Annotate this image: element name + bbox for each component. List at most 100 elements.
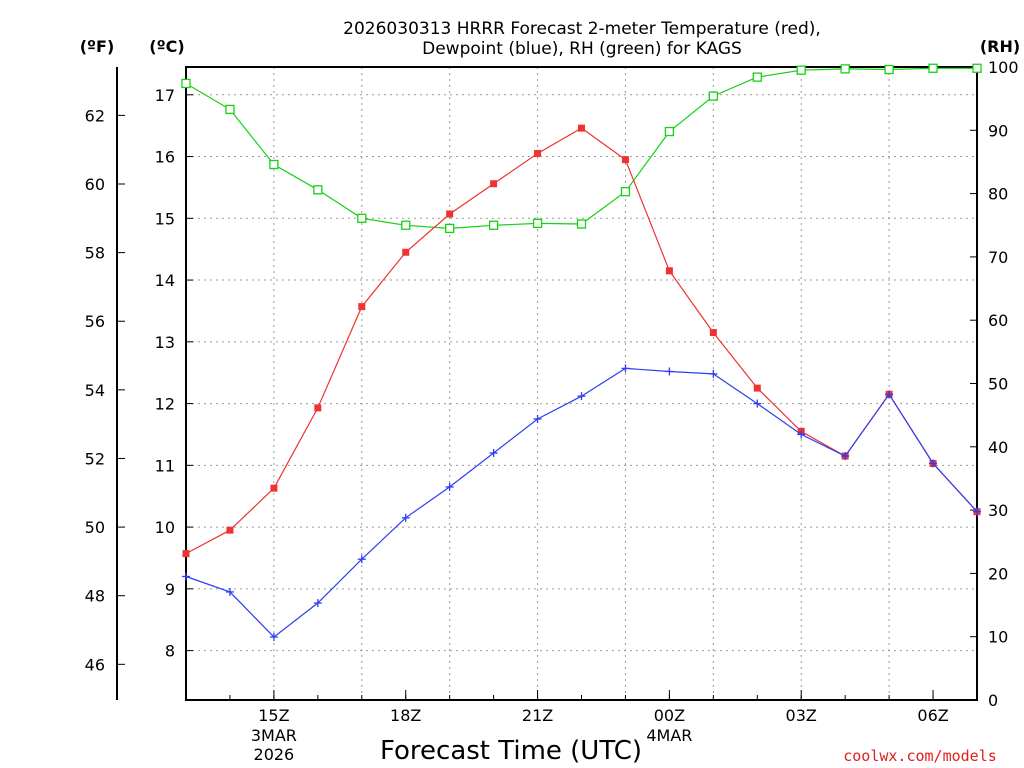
x-tick-label: 03Z (786, 706, 817, 725)
rh-point (840, 64, 850, 74)
rh-point (884, 64, 894, 75)
dewpoint-point (313, 599, 322, 608)
2-meter-temperature-point (402, 248, 410, 256)
rh-line (185, 67, 977, 230)
2-meter-temperature-point (182, 550, 190, 558)
celsius-tick-label: 14 (155, 271, 175, 290)
dewpoint-point (973, 507, 981, 516)
dewpoint-point (885, 390, 894, 399)
celsius-tick-label: 8 (165, 642, 175, 661)
rh-point (269, 159, 279, 170)
x-date-label: 4MAR (646, 726, 692, 745)
2-meter-temperature-point (753, 384, 761, 392)
celsius-tick-label: 17 (155, 86, 175, 105)
rh-point (928, 63, 938, 73)
dewpoint-point (225, 587, 234, 596)
x-tick-label: 18Z (390, 706, 421, 725)
dewpoint-point (797, 430, 806, 439)
rh-point (225, 104, 235, 115)
2-meter-temperature-point (578, 124, 585, 132)
2-meter-temperature-point (270, 484, 278, 492)
2-meter-temperature-line (185, 127, 978, 555)
rh-tick-label: 90 (988, 121, 1008, 140)
rh-point (972, 63, 982, 73)
celsius-tick-label: 13 (155, 333, 175, 352)
dewpoint-line (185, 367, 978, 638)
2-meter-temperature-point (665, 267, 673, 275)
rh-tick-label: 80 (988, 185, 1008, 204)
rh-tick-label: 100 (988, 58, 1019, 77)
rh-point (313, 185, 323, 195)
dewpoint-point (665, 367, 674, 376)
rh-point (357, 213, 367, 223)
rh-tick-label: 50 (988, 375, 1008, 394)
chart-title-line-1: 2026030313 HRRR Forecast 2-meter Tempera… (343, 19, 821, 39)
rh-point (181, 78, 191, 89)
x-tick-label: 06Z (917, 706, 948, 725)
rh-point (576, 219, 587, 229)
2-meter-temperature-point (534, 149, 542, 157)
plot-frame (185, 66, 978, 701)
rh-tick-label: 30 (988, 501, 1008, 520)
rh-point (532, 218, 543, 229)
fahrenheit-tick-label: 52 (85, 449, 105, 468)
rh-tick-label: 20 (988, 564, 1008, 583)
rh-point (488, 220, 499, 230)
celsius-tick-label: 15 (155, 209, 175, 228)
dewpoint-point (401, 513, 410, 522)
2-meter-temperature-point (358, 303, 366, 311)
fahrenheit-tick-label: 58 (85, 244, 105, 263)
rh-tick-label: 60 (988, 311, 1008, 330)
2-meter-temperature-point (490, 180, 498, 188)
grid-lines (186, 67, 977, 700)
fahrenheit-unit-label: (ºF) (80, 37, 115, 56)
rh-tick-label: 0 (988, 691, 998, 710)
dewpoint-point (621, 364, 630, 373)
fahrenheit-tick-label: 56 (85, 312, 105, 331)
dewpoint-point (929, 459, 938, 468)
2-meter-temperature-point (226, 526, 234, 534)
x-axis-label: Forecast Time (UTC) (380, 736, 642, 766)
celsius-tick-label: 11 (155, 456, 175, 475)
rh-tick-label: 10 (988, 628, 1008, 647)
data-series (181, 63, 982, 642)
x-date-label: 3MAR (251, 726, 297, 745)
rh-point (445, 223, 455, 234)
fahrenheit-tick-label: 46 (85, 655, 105, 674)
rh-tick-label: 70 (988, 248, 1008, 267)
celsius-tick-label: 12 (155, 395, 175, 414)
x-tick-label: 15Z (258, 706, 289, 725)
dewpoint-point (489, 448, 498, 457)
rh-point (664, 126, 675, 137)
tick-labels: 8 9 10 11 12 13 14 15 16 17 46 48 50 52 54 56 58 60 62 0 10 2… (85, 58, 1019, 764)
rh-point (752, 72, 762, 82)
fahrenheit-tick-label: 62 (85, 106, 105, 125)
x-year-label: 2026 (254, 745, 295, 764)
fahrenheit-tick-label: 54 (85, 381, 105, 400)
rh-point (796, 65, 806, 75)
x-tick-label: 21Z (522, 706, 553, 725)
chart-title-line-2: Dewpoint (blue), RH (green) for KAGS (422, 39, 742, 59)
fahrenheit-tick-label: 50 (85, 518, 105, 537)
dewpoint-point (533, 415, 542, 424)
dewpoint-point (182, 572, 190, 581)
x-tick-label: 00Z (654, 706, 685, 725)
2-meter-temperature-point (709, 329, 717, 337)
dewpoint-point (445, 482, 454, 491)
celsius-tick-label: 10 (155, 518, 175, 537)
rh-point (620, 187, 631, 197)
2-meter-temperature-point (314, 404, 322, 412)
dewpoint-point (709, 369, 718, 378)
celsius-tick-label: 9 (165, 580, 175, 599)
2-meter-temperature-point (621, 156, 629, 164)
dewpoint-point (577, 392, 586, 401)
fahrenheit-tick-label: 48 (85, 587, 105, 606)
celsius-unit-label: (ºC) (149, 37, 184, 56)
2-meter-temperature-point (446, 210, 454, 218)
rh-tick-label: 40 (988, 438, 1008, 457)
dewpoint-point (753, 399, 762, 408)
dewpoint-point (269, 633, 278, 642)
rh-point (708, 91, 718, 101)
axes (116, 66, 978, 701)
